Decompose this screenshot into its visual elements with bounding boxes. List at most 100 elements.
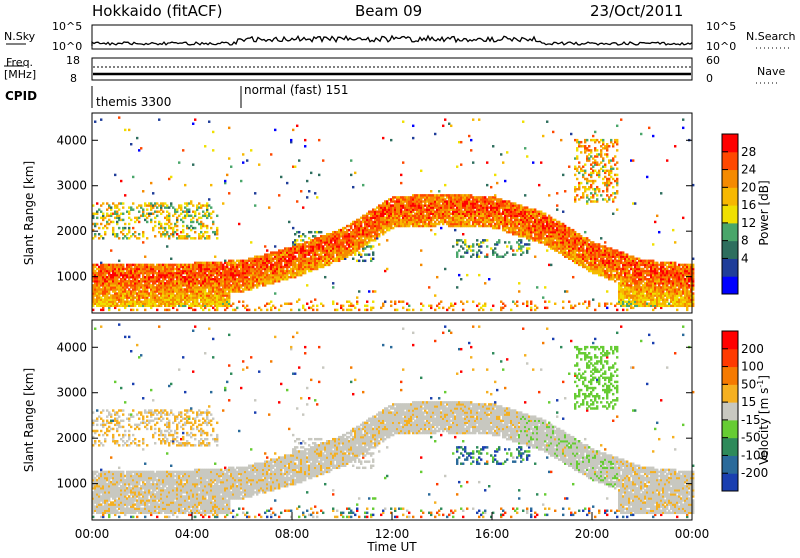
cpid-panel: CPID themis 3300 normal (fast) 151	[5, 83, 348, 109]
power-cell	[286, 302, 289, 305]
power-cell	[134, 267, 137, 271]
power-cell	[462, 255, 465, 258]
power-cell	[92, 216, 95, 220]
power-cell	[216, 278, 219, 281]
power-cell	[280, 261, 283, 265]
power-cell	[150, 204, 153, 207]
power-cell	[222, 263, 225, 267]
power-cell	[500, 198, 503, 201]
power-cell	[532, 230, 535, 234]
power-cell	[482, 239, 485, 242]
power-cell	[150, 212, 153, 215]
power-cell	[294, 165, 297, 168]
power-cell	[158, 271, 161, 275]
power-cell	[496, 198, 499, 201]
power-cell	[454, 222, 457, 226]
power-cell	[358, 290, 361, 293]
power-cell	[370, 245, 373, 248]
power-cell	[480, 210, 483, 213]
power-cell	[148, 284, 151, 287]
power-cell	[420, 216, 423, 220]
power-cell	[210, 292, 213, 295]
power-cell	[528, 239, 531, 242]
power-cell	[474, 212, 477, 215]
power-cell	[126, 282, 129, 285]
power-cell	[552, 218, 555, 222]
power-cell	[470, 149, 473, 152]
power-cell	[118, 273, 121, 277]
power-cell	[454, 214, 457, 218]
power-cell	[162, 280, 165, 283]
power-cell	[550, 235, 553, 238]
power-cell	[400, 198, 403, 201]
power-cell	[128, 222, 131, 226]
power-cell	[192, 216, 195, 220]
power-cell	[190, 218, 193, 222]
power-cell	[248, 286, 251, 289]
power-cell	[190, 280, 193, 283]
power-cell	[296, 257, 299, 260]
power-cell	[168, 237, 171, 240]
power-cell	[238, 282, 241, 285]
power-cell	[118, 304, 121, 308]
power-cell	[422, 206, 425, 209]
power-cell	[202, 204, 205, 207]
power-cell	[334, 237, 337, 240]
power-cell	[216, 294, 219, 297]
power-cell	[162, 286, 165, 289]
power-cell	[428, 222, 431, 226]
power-cell	[426, 204, 429, 207]
power-cell	[494, 216, 497, 220]
power-cell	[562, 249, 565, 252]
power-cell	[352, 239, 355, 242]
power-cell	[172, 226, 175, 230]
power-cell	[460, 210, 463, 213]
power-cell	[182, 216, 185, 220]
power-cell	[366, 243, 369, 246]
power-cell	[544, 239, 547, 242]
power-cell	[568, 249, 571, 252]
power-cell	[582, 257, 585, 260]
power-cell	[92, 222, 95, 226]
power-cell	[122, 273, 125, 277]
power-cell	[526, 247, 529, 250]
power-cell	[520, 249, 523, 252]
power-cell	[396, 202, 399, 205]
power-cell	[198, 292, 201, 295]
power-cell	[230, 261, 233, 265]
power-cell	[198, 288, 201, 291]
power-cell	[226, 284, 229, 287]
power-cell	[358, 235, 361, 238]
power-cell	[182, 149, 185, 152]
power-cell	[372, 230, 375, 234]
power-cell	[410, 212, 413, 215]
power-cell	[458, 206, 461, 209]
power-cell	[176, 210, 179, 213]
power-cell	[406, 206, 409, 209]
power-cell	[552, 224, 555, 228]
power-cell	[138, 298, 141, 301]
power-cell	[148, 278, 151, 281]
power-cell	[414, 206, 417, 209]
power-cell	[98, 226, 101, 230]
power-cell	[346, 224, 349, 228]
power-cell	[110, 300, 113, 303]
power-cell	[320, 239, 323, 242]
power-cell	[574, 188, 577, 191]
power-cell	[308, 259, 311, 263]
power-cell	[216, 228, 219, 232]
power-cell	[182, 288, 185, 291]
power-cell	[504, 212, 507, 215]
power-cell	[178, 161, 181, 164]
power-cell	[184, 302, 187, 305]
power-cell	[178, 298, 181, 301]
power-cell	[244, 267, 247, 271]
power-cell	[466, 206, 469, 209]
power-cell	[518, 235, 521, 238]
power-cell	[380, 228, 383, 232]
power-cell	[408, 222, 411, 226]
power-cell	[338, 253, 341, 256]
power-cell	[148, 202, 151, 205]
power-cell	[198, 263, 201, 267]
power-cell	[136, 292, 139, 295]
